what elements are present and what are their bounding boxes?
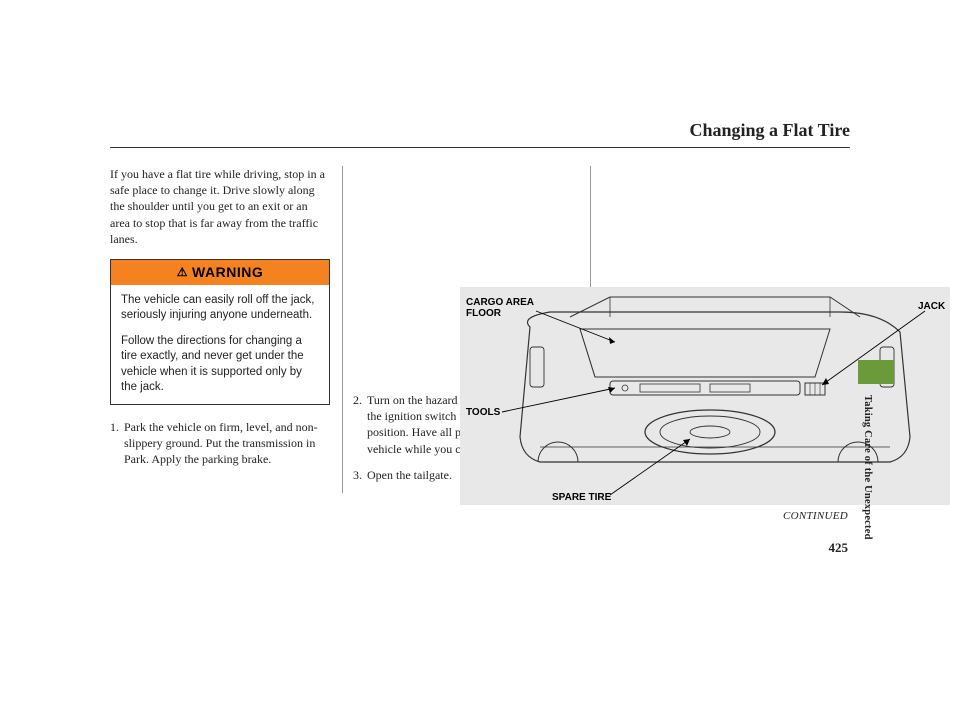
column-1: If you have a flat tire while driving, s… <box>110 166 330 493</box>
manual-page: Changing a Flat Tire If you have a flat … <box>110 120 850 493</box>
diagram: CARGO AREA FLOOR TOOLS SPARE TIRE JACK <box>460 287 950 505</box>
diagram-label-spare: SPARE TIRE <box>552 492 612 503</box>
step-number: 1. <box>110 419 124 468</box>
warning-p2: Follow the directions for changing a tir… <box>121 334 319 396</box>
step-text: Park the vehicle on firm, level, and non… <box>124 419 330 468</box>
diagram-label-tools: TOOLS <box>466 407 501 418</box>
warning-box: ⚠ WARNING The vehicle can easily roll of… <box>110 259 330 405</box>
page-number: 425 <box>829 540 849 556</box>
step-number: 3. <box>353 467 367 483</box>
step-1: 1. Park the vehicle on firm, level, and … <box>110 419 330 468</box>
section-title-vertical: Taking Care of the Unexpected <box>862 395 873 540</box>
warning-triangle-icon: ⚠ <box>177 264 188 280</box>
warning-p1: The vehicle can easily roll off the jack… <box>121 293 319 324</box>
step-number: 2. <box>353 392 367 457</box>
continued-label: CONTINUED <box>783 510 848 522</box>
warning-header-text: WARNING <box>192 263 263 282</box>
diagram-label-jack: JACK <box>918 301 946 312</box>
warning-body: The vehicle can easily roll off the jack… <box>111 285 329 404</box>
intro-text: If you have a flat tire while driving, s… <box>110 166 330 247</box>
page-title: Changing a Flat Tire <box>110 120 850 141</box>
title-row: Changing a Flat Tire <box>110 120 850 148</box>
warning-header: ⚠ WARNING <box>111 260 329 285</box>
section-tab <box>858 360 894 384</box>
